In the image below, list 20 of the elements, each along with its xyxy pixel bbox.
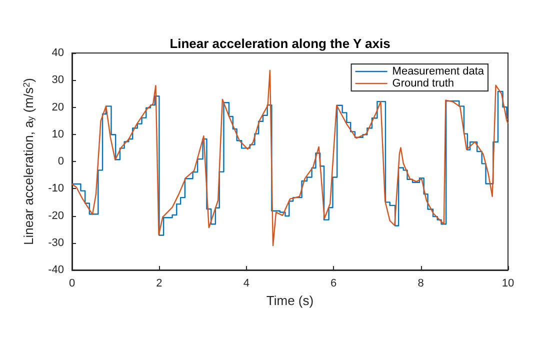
y-tick-label: 30: [52, 74, 64, 86]
x-tick-label: 4: [243, 278, 250, 290]
y-tick-label: 0: [58, 156, 64, 168]
x-tick-label: 10: [502, 278, 514, 290]
y-tick-label: -10: [48, 182, 64, 195]
x-tick-label: 0: [68, 278, 76, 290]
y-tick-label: 10: [52, 128, 64, 140]
legend-label: Measurement data: [392, 66, 485, 78]
y-tick-label: -40: [48, 264, 64, 276]
chart-title: Linear acceleration along the Y axis: [170, 36, 390, 51]
legend-label: Ground truth: [392, 78, 454, 90]
y-tick-label: -20: [48, 210, 64, 222]
y-tick-label: 40: [52, 47, 64, 59]
x-axis-title: Time (s): [266, 292, 314, 308]
x-tick-label: 8: [418, 278, 424, 290]
y-tick-label: 20: [52, 101, 64, 114]
x-tick-label: 2: [156, 278, 162, 290]
y-axis-title: Linear acceleration, ay (m/s2): [21, 78, 36, 246]
y-tick-label: -30: [48, 236, 64, 249]
x-tick-label: 6: [330, 278, 337, 290]
